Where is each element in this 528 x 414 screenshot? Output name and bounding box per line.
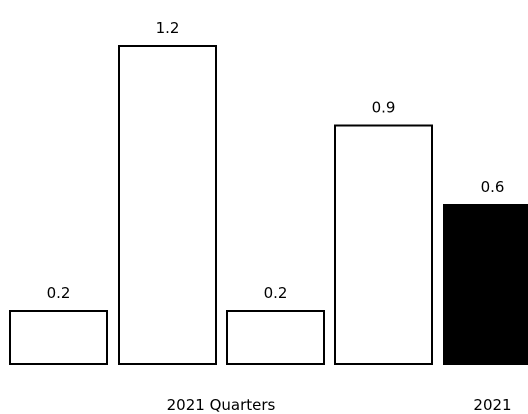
- bars-group: [9, 45, 528, 365]
- data-label-q1: 0.2: [47, 284, 71, 302]
- group-labels-group: 2021 Quarters 2021: [167, 396, 512, 414]
- bar-q2: [118, 45, 217, 365]
- data-label-q4: 0.9: [372, 99, 396, 117]
- bar-q1: [9, 310, 108, 365]
- group-label-1: 2021: [473, 396, 511, 414]
- bar-q3: [226, 310, 325, 365]
- bar-2021: [443, 204, 528, 365]
- data-label-q2: 1.2: [156, 19, 180, 37]
- value-labels-group: 0.2 1.2 0.2 0.9 0.6: [47, 19, 505, 302]
- group-label-0: 2021 Quarters: [167, 396, 276, 414]
- data-label-q3: 0.2: [264, 284, 288, 302]
- bar-q4: [334, 124, 433, 365]
- data-label-2021: 0.6: [481, 178, 505, 196]
